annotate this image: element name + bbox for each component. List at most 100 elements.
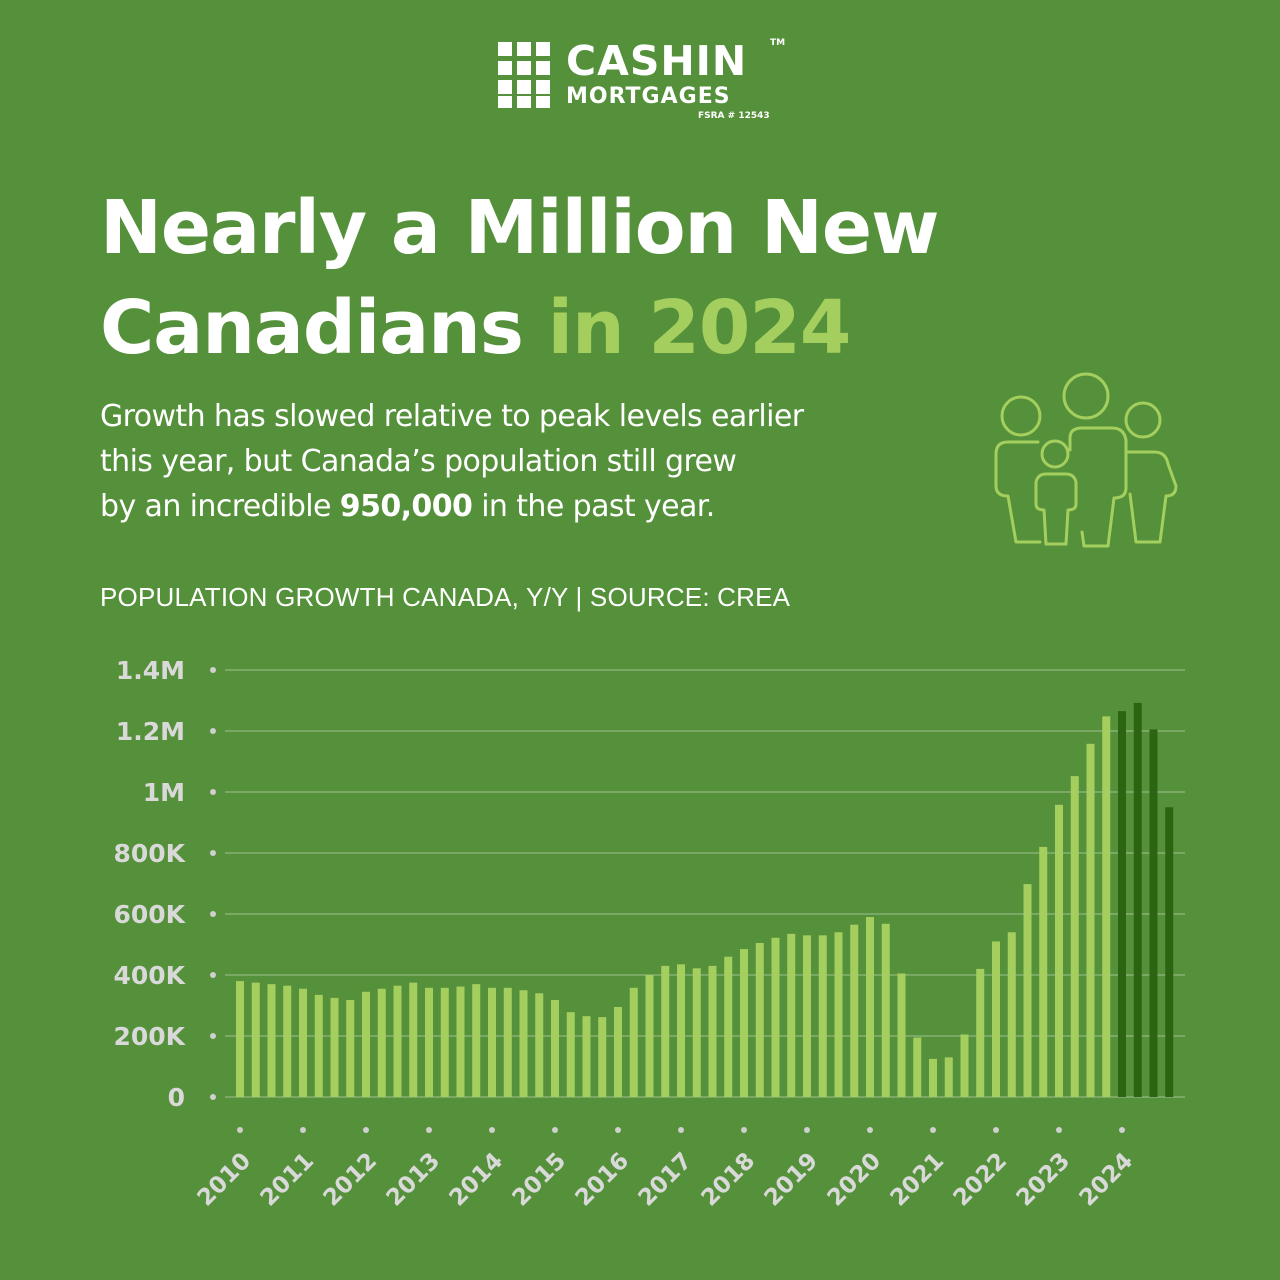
x-tick-label: 2012 xyxy=(319,1148,383,1212)
x-tick-dot xyxy=(1056,1127,1062,1133)
chart-bar xyxy=(818,935,827,1097)
y-tick-dot xyxy=(210,728,216,734)
chart-bar xyxy=(236,981,244,1097)
grid-logo-icon xyxy=(498,42,550,108)
x-tick-dot xyxy=(804,1127,810,1133)
y-tick-label: 800K xyxy=(113,839,186,868)
trademark-mark: TM xyxy=(770,38,786,48)
chart-bar xyxy=(645,975,654,1097)
chart-bar xyxy=(535,993,544,1097)
chart-bar xyxy=(708,965,717,1097)
y-tick-label: 400K xyxy=(113,961,186,990)
chart-bar xyxy=(1023,884,1032,1097)
chart-bar xyxy=(913,1037,922,1097)
intro-line-3-start: by an incredible xyxy=(100,489,331,524)
chart-bar xyxy=(425,987,433,1097)
chart-bar xyxy=(960,1034,969,1097)
chart-bar xyxy=(362,991,370,1097)
chart-bar xyxy=(377,988,386,1097)
x-tick-dot xyxy=(237,1127,243,1133)
chart-bar xyxy=(299,988,307,1097)
x-tick-dot xyxy=(300,1127,306,1133)
chart-bar xyxy=(519,990,528,1097)
chart-bar xyxy=(976,968,985,1097)
chart-bar xyxy=(1118,711,1126,1097)
x-tick-label: 2024 xyxy=(1075,1148,1139,1212)
chart-title: POPULATION GROWTH CANADA, Y/Y | SOURCE: … xyxy=(100,582,791,612)
family-icon xyxy=(994,372,1178,548)
chart-bar xyxy=(440,987,449,1097)
chart-bar xyxy=(551,1000,559,1097)
headline-highlight: in 2024 xyxy=(547,285,852,371)
brand-name: CASHIN xyxy=(566,37,748,85)
x-tick-dot xyxy=(615,1127,621,1133)
chart-bar xyxy=(787,933,796,1097)
chart-bar xyxy=(834,932,843,1097)
y-tick-dot xyxy=(210,789,216,795)
x-tick-label: 2015 xyxy=(508,1148,572,1212)
y-tick-label: 1.2M xyxy=(116,717,185,746)
chart-bar xyxy=(992,941,1000,1097)
chart-bar xyxy=(582,1016,591,1097)
y-tick-dot xyxy=(210,1033,216,1039)
y-tick-label: 1M xyxy=(143,778,185,807)
chart-bar xyxy=(771,937,780,1097)
x-tick-dot xyxy=(993,1127,999,1133)
intro-paragraph: Growth has slowed relative to peak level… xyxy=(100,394,960,529)
chart-bar xyxy=(724,956,733,1097)
x-tick-dot xyxy=(489,1127,495,1133)
x-tick-dot xyxy=(741,1127,747,1133)
chart-bar xyxy=(314,994,323,1097)
x-tick-label: 2011 xyxy=(256,1148,320,1212)
y-tick-label: 1.4M xyxy=(116,656,185,685)
chart-bar xyxy=(283,985,292,1097)
chart-bar xyxy=(456,986,465,1097)
page-headline: Nearly a Million New Canadians in 2024 xyxy=(100,178,1220,378)
chart-bar xyxy=(614,1007,622,1097)
chart-bar xyxy=(740,949,748,1097)
x-tick-dot xyxy=(867,1127,873,1133)
y-tick-dot xyxy=(210,911,216,917)
chart-bar xyxy=(488,987,496,1097)
chart-bar xyxy=(472,984,481,1097)
chart-bar xyxy=(692,968,701,1097)
x-tick-label: 2023 xyxy=(1012,1148,1076,1212)
y-tick-dot xyxy=(210,667,216,673)
y-tick-label: 600K xyxy=(113,900,186,929)
intro-line-2: this year, but Canada’s population still… xyxy=(100,444,737,479)
x-tick-label: 2022 xyxy=(949,1148,1013,1212)
chart-bar xyxy=(1086,743,1095,1097)
license-number: FSRA # 12543 xyxy=(698,111,770,121)
x-tick-label: 2017 xyxy=(634,1148,698,1212)
y-tick-label: 200K xyxy=(113,1022,186,1051)
y-tick-dot xyxy=(210,972,216,978)
chart-bar xyxy=(929,1058,937,1097)
chart-bar xyxy=(866,917,874,1097)
y-tick-dot xyxy=(210,850,216,856)
chart-bar xyxy=(661,965,670,1097)
chart-bar xyxy=(598,1017,607,1097)
chart-bar xyxy=(503,987,512,1097)
chart-bar xyxy=(1070,776,1079,1097)
chart-bar xyxy=(755,942,764,1097)
chart-bar xyxy=(1007,932,1016,1097)
chart-bar xyxy=(944,1057,953,1097)
growth-figure: 950,000 xyxy=(339,489,473,524)
chart-bar xyxy=(897,973,906,1097)
x-tick-label: 2016 xyxy=(571,1148,635,1212)
chart-bar xyxy=(1165,807,1174,1097)
brand-subtitle: MORTGAGES xyxy=(566,84,731,109)
x-tick-dot xyxy=(426,1127,432,1133)
x-tick-dot xyxy=(1119,1127,1125,1133)
headline-line-2: Canadians xyxy=(100,285,524,371)
chart-bar xyxy=(251,982,260,1097)
chart-bar xyxy=(346,1000,355,1097)
x-tick-dot xyxy=(363,1127,369,1133)
x-tick-dot xyxy=(678,1127,684,1133)
chart-bar xyxy=(803,935,811,1097)
x-tick-label: 2013 xyxy=(382,1148,446,1212)
intro-line-1: Growth has slowed relative to peak level… xyxy=(100,399,804,434)
x-tick-label: 2010 xyxy=(193,1148,257,1212)
chart-bar xyxy=(1133,702,1142,1097)
x-tick-label: 2014 xyxy=(445,1148,509,1212)
